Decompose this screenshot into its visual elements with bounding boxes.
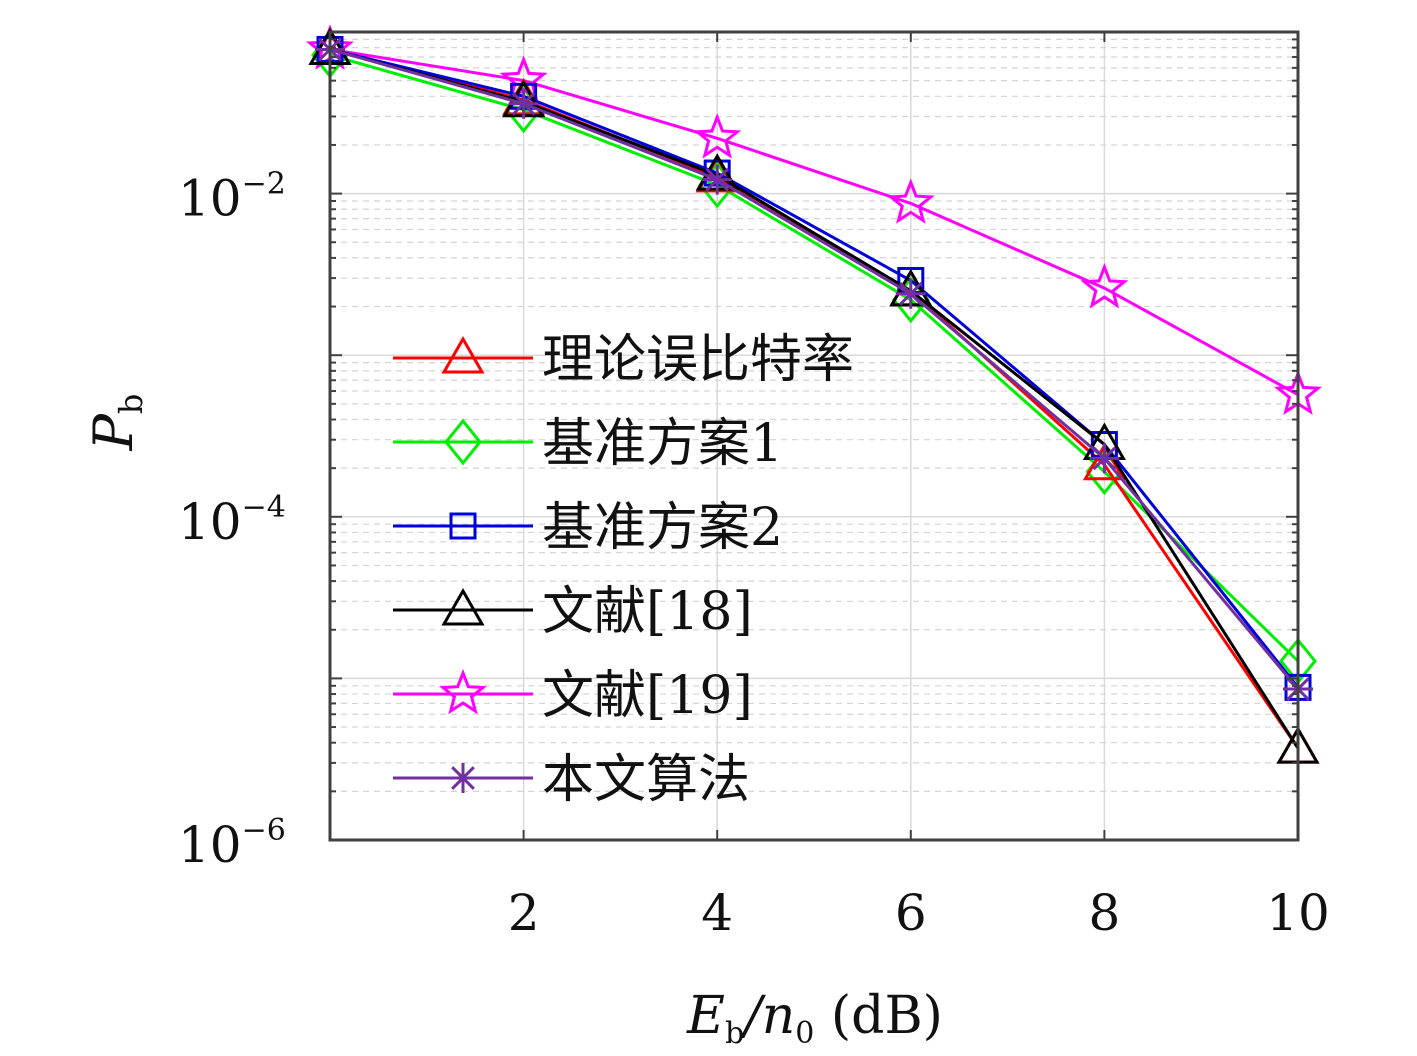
- x-tick-label: 4: [701, 884, 733, 942]
- y-tick-label: 10−6: [178, 813, 286, 874]
- asterisk-marker: [448, 763, 478, 793]
- star-marker: [886, 178, 935, 224]
- series-layer: [306, 24, 1322, 764]
- plot-area: [330, 32, 1298, 840]
- x-axis-title: Eb/n0 (dB): [686, 986, 943, 1051]
- y-tick-label: 10−2: [178, 167, 286, 228]
- y-tick-label: 10−4: [178, 490, 286, 551]
- asterisk-marker: [508, 88, 539, 119]
- tick-labels: 2 4 6 8 10 10−2 10−4 10−6: [178, 167, 1330, 942]
- series-line: [329, 47, 1299, 397]
- triangle-marker: [441, 587, 485, 626]
- series-line: [329, 47, 1300, 690]
- x-tick-label: 10: [1266, 884, 1330, 942]
- series-line: [329, 47, 1300, 689]
- triangle-marker: [1082, 442, 1126, 481]
- x-tick-label: 8: [1088, 884, 1120, 942]
- square-marker: [449, 512, 477, 540]
- legend-label: 基准方案1: [542, 414, 783, 474]
- asterisk-marker: [895, 278, 926, 309]
- y-axis-title: Pb: [82, 394, 150, 452]
- legend-item: 基准方案2: [393, 498, 783, 558]
- legend-item: 文献[19]: [393, 666, 753, 726]
- series-4: [306, 24, 1322, 415]
- star-marker: [439, 668, 487, 715]
- diamond-marker: [444, 418, 482, 466]
- legend-label: 理论误比特率: [542, 330, 854, 390]
- legend-item: 理论误比特率: [393, 330, 854, 390]
- legend-label: 文献[19]: [542, 666, 753, 726]
- asterisk-marker: [1089, 443, 1120, 474]
- star-marker: [1080, 262, 1129, 309]
- series-line: [329, 53, 1300, 663]
- legend-item: 文献[18]: [393, 582, 753, 642]
- plot-background: [330, 32, 1298, 840]
- x-tick-label: 6: [895, 884, 927, 942]
- legend-label: 本文算法: [542, 750, 750, 810]
- star-marker: [693, 113, 742, 159]
- legend-item: 本文算法: [393, 750, 750, 810]
- axes-box: [328, 30, 1300, 842]
- legend-item: 基准方案1: [393, 414, 783, 474]
- asterisk-marker: [702, 164, 733, 195]
- axes-frame: [328, 30, 1300, 842]
- grid-lines: [330, 32, 1299, 840]
- triangle-marker: [441, 335, 485, 374]
- legend-label: 文献[18]: [542, 582, 753, 642]
- legend-label: 基准方案2: [542, 498, 783, 558]
- x-tick-label: 2: [508, 884, 540, 942]
